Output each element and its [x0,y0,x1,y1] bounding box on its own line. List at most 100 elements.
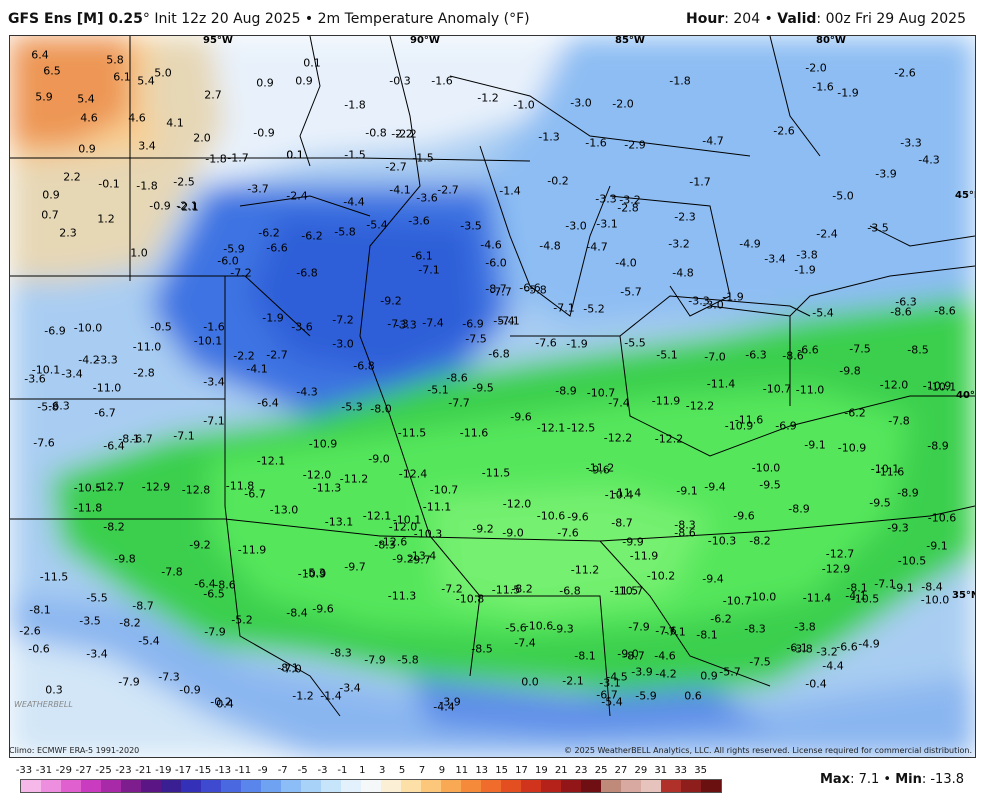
anomaly-value: -11.2 [340,473,368,486]
colorbar-swatch [581,780,586,792]
colorbar-swatch [191,780,196,792]
latlon-label: 95°W [203,36,233,46]
anomaly-value: -10.5 [74,482,102,495]
climo-note: Climo: ECMWF ERA-5 1991-2020 [9,746,140,755]
colorbar-swatch [231,780,236,792]
anomaly-value: -3.3 [395,319,416,332]
anomaly-value: -2.7 [385,161,406,174]
colorbar-swatch [211,780,216,792]
anomaly-value: -4.1 [389,184,410,197]
anomaly-value: -1.8 [136,180,157,193]
anomaly-value: -4.4 [822,660,843,673]
colorbar-swatch [701,780,706,792]
colorbar-swatch [486,780,491,792]
max-label: Max [819,772,851,787]
anomaly-value: -8.9 [897,487,918,500]
colorbar-swatch [621,780,626,792]
anomaly-value: -10.3 [414,528,442,541]
anomaly-value: -11.1 [423,501,451,514]
colorbar-tick: -3 [317,765,328,776]
anomaly-value: 0.9 [295,75,313,88]
colorbar-swatch [336,780,341,792]
anomaly-value: -5.5 [624,337,645,350]
anomaly-value: -7.5 [749,656,770,669]
colorbar-swatch [146,780,151,792]
anomaly-value: -2.0 [612,98,633,111]
colorbar-swatch [316,780,321,792]
anomaly-value: -10.7 [723,595,751,608]
anomaly-value: -7.4 [422,317,443,330]
anomaly-value: -4.5 [606,671,627,684]
colorbar-swatch [71,780,76,792]
anomaly-value: 5.0 [154,67,172,80]
colorbar-swatch [276,780,281,792]
anomaly-value: -6.2 [844,407,865,420]
colorbar-tick: 7 [418,765,426,776]
anomaly-value: 0.9 [256,77,274,90]
anomaly-value: -13.0 [270,504,298,517]
anomaly-value: -3.3 [595,193,616,206]
anomaly-value: -8.3 [674,519,695,532]
colorbar-swatch [331,780,336,792]
anomaly-value: -9.0 [502,527,523,540]
anomaly-value: -11.6 [876,466,904,479]
anomaly-value: -2.7 [266,349,287,362]
colorbar-swatch [526,780,531,792]
color-legend: -33 -31 -29 -27 -25 -23 -21 -19 -17 -15 -13 -11 -9 -7… [14,765,722,805]
anomaly-value: -10.9 [298,568,326,581]
anomaly-value: -3.0 [565,220,586,233]
anomaly-value: -2.1 [176,200,197,213]
colorbar-swatch [66,780,71,792]
colorbar-tick: 11 [455,765,469,776]
colorbar-swatch [591,780,596,792]
hour-label: Hour [686,11,725,27]
colorbar-swatch [471,780,476,792]
anomaly-map[interactable]: 6.4 5.8 6.5 6.1 5.4 5.0 5.9 5.4 4.6 4.6 4.1 0.9 3.4 2… [9,35,976,758]
anomaly-value: -11.5 [492,584,520,597]
valid-value: : 00z Fri 29 Aug 2025 [816,11,966,27]
colorbar-swatch [296,780,301,792]
colorbar-swatch [131,780,136,792]
anomaly-value: -0.5 [150,321,171,334]
anomaly-value: -6.4 [103,440,124,453]
anomaly-value: -6.1 [411,250,432,263]
anomaly-value: -9.6 [733,510,754,523]
anomaly-value: -12.6 [379,536,407,549]
anomaly-value: -7.3 [387,318,408,331]
anomaly-value: -6.0 [217,255,238,268]
colorbar-swatch [446,780,451,792]
anomaly-value: -6.8 [296,267,317,280]
anomaly-value: -0.8 [365,127,386,140]
anomaly-value: -9.3 [887,522,908,535]
anomaly-value: -3.6 [408,215,429,228]
anomaly-value: -5.4 [601,696,622,709]
anomaly-value: -3.2 [668,238,689,251]
hour-value: : 204 • [724,11,778,27]
anomaly-value: -5.9 [635,690,656,703]
anomaly-value: -11.4 [613,487,641,500]
anomaly-value: -3.6 [24,373,45,386]
colorbar-swatch [716,780,721,792]
anomaly-value: -9.9 [622,536,643,549]
colorbar-swatch [596,780,601,792]
anomaly-value: -9.6 [510,411,531,424]
anomaly-value: -1.6 [585,137,606,150]
anomaly-value: -12.2 [686,400,714,413]
colorbar-tick: -25 [95,765,112,776]
anomaly-value: -9.1 [892,582,913,595]
anomaly-value: -10.7 [763,383,791,396]
anomaly-value: -2.9 [624,139,645,152]
colorbar-swatch [36,780,41,792]
anomaly-value: -5.1 [656,349,677,362]
anomaly-value: -4.4 [343,196,364,209]
colorbar-swatch [456,780,461,792]
anomaly-value: 0.3 [45,684,63,697]
colorbar-swatch [241,780,246,792]
anomaly-value: -2.1 [177,201,198,214]
anomaly-value: -3.9 [631,666,652,679]
anomaly-value: -6.6 [836,641,857,654]
anomaly-value: -5.4 [493,315,514,328]
colorbar-tick: -27 [75,765,92,776]
anomaly-value: -2.1 [562,675,583,688]
colorbar-swatch [101,780,106,792]
